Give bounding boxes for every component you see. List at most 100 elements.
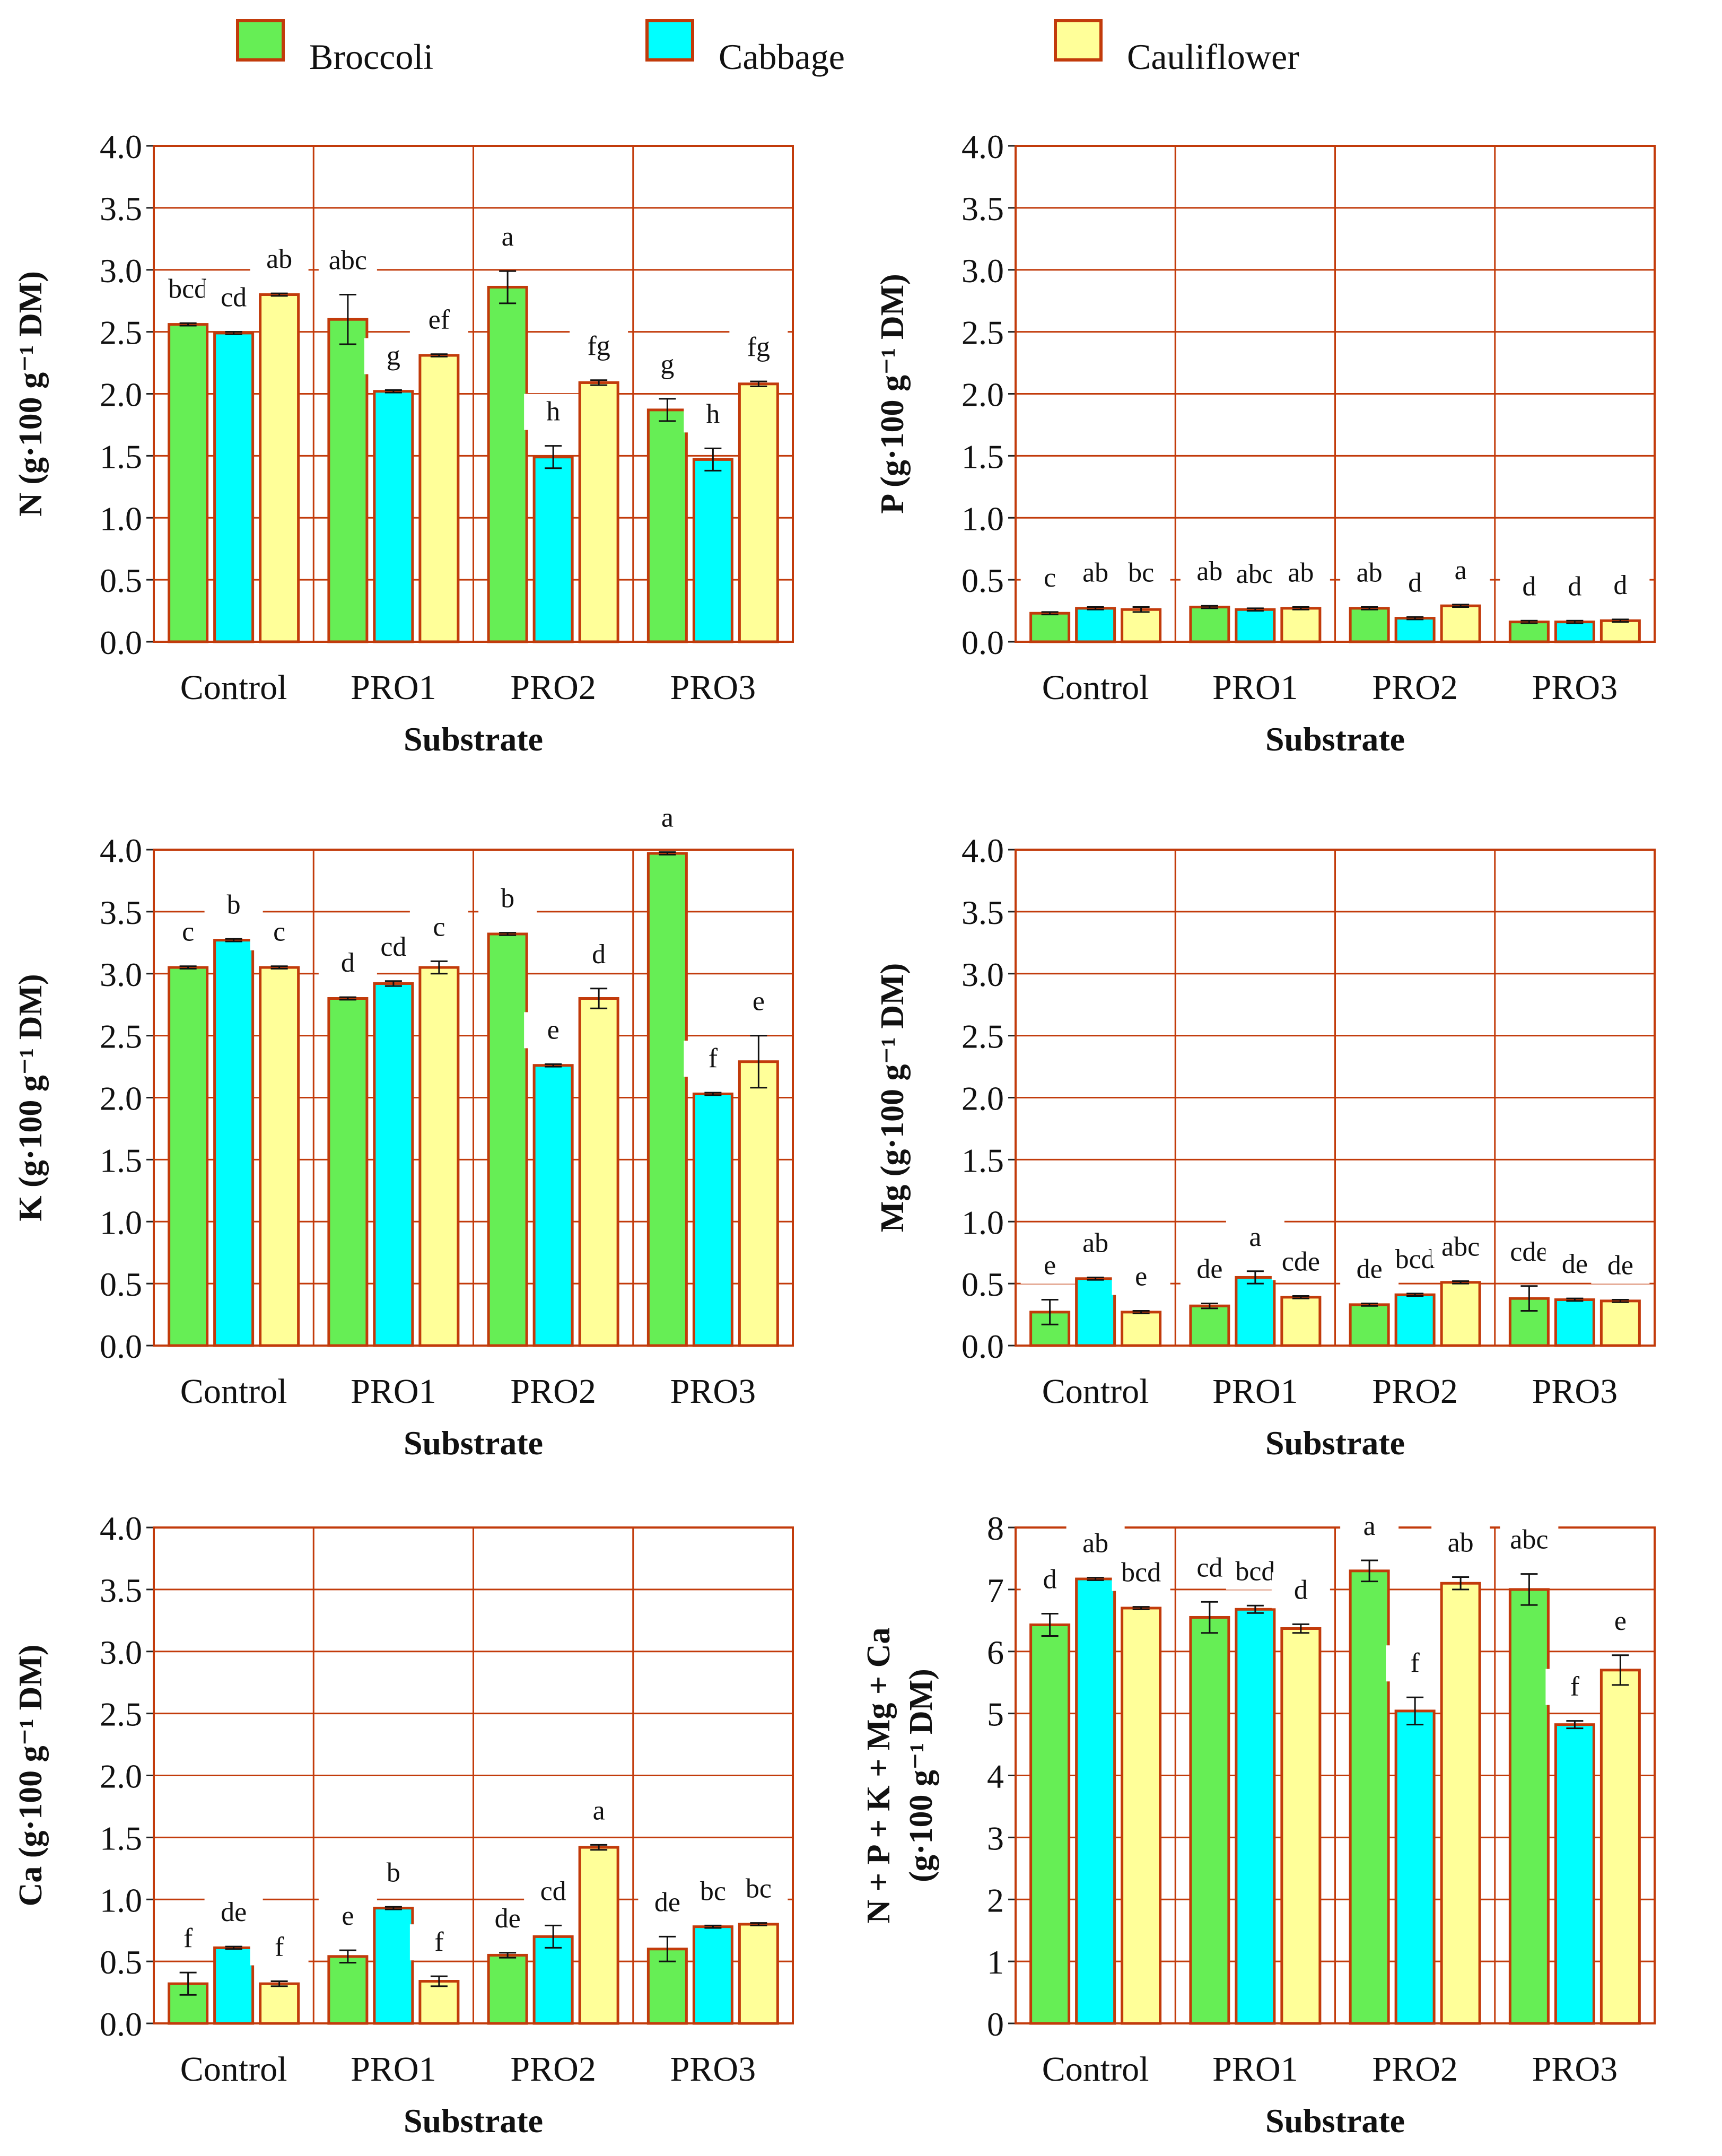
data-label: bc xyxy=(1128,558,1154,588)
data-label: d xyxy=(592,939,606,970)
y-tick-label: 0.0 xyxy=(100,2005,142,2043)
data-label-bg xyxy=(524,1012,583,1049)
data-label: h xyxy=(546,397,560,427)
data-label: de xyxy=(654,1887,680,1917)
bar-cauliflower xyxy=(1440,604,1481,643)
data-label: cd xyxy=(540,1876,566,1906)
y-tick-label: 3.0 xyxy=(100,252,142,290)
data-label-bg xyxy=(1431,1229,1490,1265)
x-axis-title: Substrate xyxy=(404,2102,543,2140)
y-tick-label: 0.5 xyxy=(100,1943,142,1981)
bar-cabbage xyxy=(1235,1276,1276,1347)
bar-cauliflower xyxy=(259,1982,300,2025)
x-tick-label: PRO3 xyxy=(1532,668,1618,707)
y-tick-label: 4.0 xyxy=(100,1509,142,1547)
bar-cauliflower xyxy=(738,382,779,643)
x-tick-label: PRO2 xyxy=(1372,668,1457,707)
bar-broccoli xyxy=(487,285,528,643)
data-label: cd xyxy=(1196,1552,1222,1583)
data-label: b xyxy=(227,889,241,920)
data-label: fg xyxy=(587,331,610,361)
data-label-bg xyxy=(570,328,628,364)
data-label-bg xyxy=(729,1871,788,1907)
y-tick-label: 1.0 xyxy=(961,500,1004,537)
data-label: a xyxy=(502,222,514,252)
data-label: de xyxy=(1196,1254,1222,1285)
data-label-bg xyxy=(318,1898,377,1935)
y-axis-title: (g·100 g⁻¹ DM) xyxy=(903,1669,939,1882)
y-tick-label: 2.5 xyxy=(100,1696,142,1733)
chart-ca-svg: 0.0 0.5 1.0 1.5 2.0 2.5 3.0 3.5 4.0 f e de de de b cd bc… xyxy=(13,1509,794,2140)
x-tick-label: PRO2 xyxy=(510,1372,596,1411)
bar-broccoli xyxy=(1189,1304,1230,1347)
data-label: de xyxy=(495,1904,521,1934)
bar-cauliflower xyxy=(738,1060,779,1347)
data-label: f xyxy=(1570,1672,1580,1702)
data-label: f xyxy=(434,1927,444,1957)
bar-cauliflower xyxy=(1280,607,1322,643)
bar-cabbage xyxy=(373,1907,414,2025)
data-label: bcd xyxy=(168,274,208,304)
bar-cauliflower xyxy=(1440,1582,1481,2025)
legend-swatch-cauliflower xyxy=(1054,19,1103,62)
data-label-bg xyxy=(638,800,697,836)
bar-broccoli xyxy=(168,323,209,643)
data-label-bg xyxy=(318,242,377,279)
data-label: f xyxy=(709,1043,718,1073)
bar-cauliflower xyxy=(1599,619,1641,643)
y-tick-label: 1.0 xyxy=(100,500,142,537)
chart-p-svg: 0.00.51.01.52.02.53.03.54.0c ab ab dab abc d d… xyxy=(875,128,1656,758)
bar-broccoli xyxy=(168,966,209,1347)
bar-cabbage xyxy=(1075,607,1116,643)
data-label-bg xyxy=(204,280,263,316)
legend-swatch-cabbage xyxy=(645,19,694,62)
y-tick-label: 0.0 xyxy=(961,624,1004,661)
data-label-bg xyxy=(1431,552,1490,589)
data-label-bg xyxy=(1591,567,1650,604)
data-label: bc xyxy=(746,1874,772,1904)
y-tick-label: 2 xyxy=(987,1881,1004,1919)
bar-cabbage xyxy=(1075,1577,1116,2025)
bar-broccoli xyxy=(1508,1588,1550,2025)
data-label: d xyxy=(1522,571,1536,601)
data-label: a xyxy=(1455,555,1467,586)
bar-cauliflower xyxy=(418,354,460,643)
x-tick-label: PRO2 xyxy=(1372,2050,1457,2089)
y-tick-label: 3.0 xyxy=(961,956,1004,993)
x-tick-label: PRO1 xyxy=(351,2050,436,2089)
bar-broccoli xyxy=(1189,1616,1230,2025)
x-tick-label: PRO1 xyxy=(1212,2050,1298,2089)
y-tick-label: 4.0 xyxy=(100,832,142,869)
x-tick-label: Control xyxy=(180,1372,287,1411)
y-axis-title: P (g·100 g⁻¹ DM) xyxy=(875,274,911,514)
y-tick-label: 3.5 xyxy=(961,190,1004,228)
y-tick-label: 1.0 xyxy=(961,1203,1004,1241)
data-label: e xyxy=(342,1901,354,1931)
bar-broccoli xyxy=(327,997,369,1347)
bar-broccoli xyxy=(327,1955,369,2025)
y-tick-label: 4.0 xyxy=(100,128,142,165)
data-label: d xyxy=(1613,570,1627,600)
bar-cauliflower xyxy=(1280,1627,1322,2025)
data-label: c xyxy=(433,912,445,942)
data-label: d xyxy=(1294,1575,1308,1605)
bar-cauliflower xyxy=(1121,608,1162,643)
data-label-bg xyxy=(1112,1555,1170,1591)
data-label: cd xyxy=(380,932,406,962)
bar-cabbage xyxy=(1075,1277,1116,1347)
x-tick-label: Control xyxy=(1042,668,1149,707)
bar-cauliflower xyxy=(578,381,619,643)
data-label: ab xyxy=(266,244,292,274)
bar-cauliflower xyxy=(1121,1311,1162,1347)
y-tick-label: 7 xyxy=(987,1572,1004,1609)
y-axis-title: Mg (g·100 g⁻¹ DM) xyxy=(875,963,911,1233)
bar-broccoli xyxy=(1349,1569,1390,2025)
y-tick-label: 2.5 xyxy=(961,314,1004,352)
y-tick-label: 3.0 xyxy=(100,1634,142,1671)
data-label: ab xyxy=(1082,1228,1108,1258)
y-tick-label: 6 xyxy=(987,1634,1004,1671)
data-label: d xyxy=(341,948,355,978)
data-label-bg xyxy=(1386,1645,1445,1682)
data-label: e xyxy=(1614,1606,1627,1636)
